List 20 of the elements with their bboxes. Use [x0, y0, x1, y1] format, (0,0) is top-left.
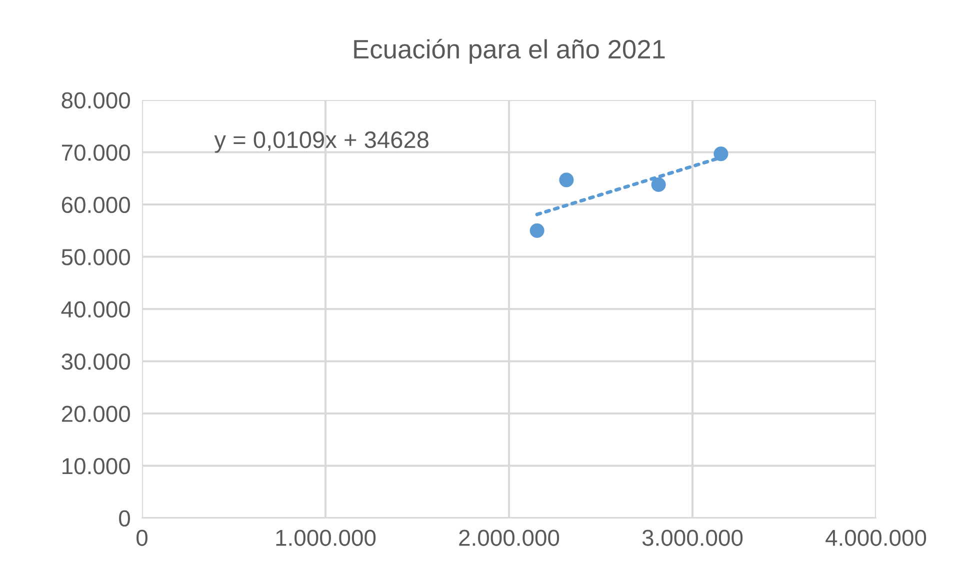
x-tick-label: 4.000.000 — [826, 530, 926, 546]
x-tick-label: 0 — [136, 530, 148, 546]
y-tick-label: 50.000 — [62, 249, 130, 266]
chart-title: Ecuación para el año 2021 — [354, 38, 665, 64]
point — [559, 172, 574, 188]
y-tick-label: 60.000 — [62, 196, 130, 214]
y-tick-label: 30.000 — [62, 354, 130, 370]
y-tick-label: 70.000 — [62, 144, 130, 161]
point — [530, 223, 544, 238]
x-tick-label: 2.000.000 — [459, 530, 560, 546]
x-tick-label: 3.000.000 — [642, 530, 743, 546]
y-tick-label: 20.000 — [62, 406, 130, 422]
annotation: y = 0,0109x + 34628 — [214, 131, 428, 153]
y-tick-label: 80.000 — [62, 92, 130, 109]
y-tick-label: 10.000 — [62, 458, 130, 474]
y-tick-label: 40.000 — [61, 301, 130, 318]
x-tick-label: 1.000.000 — [276, 530, 376, 546]
y-tick-label: 0 — [119, 510, 130, 527]
point — [651, 177, 666, 192]
point — [714, 146, 728, 162]
